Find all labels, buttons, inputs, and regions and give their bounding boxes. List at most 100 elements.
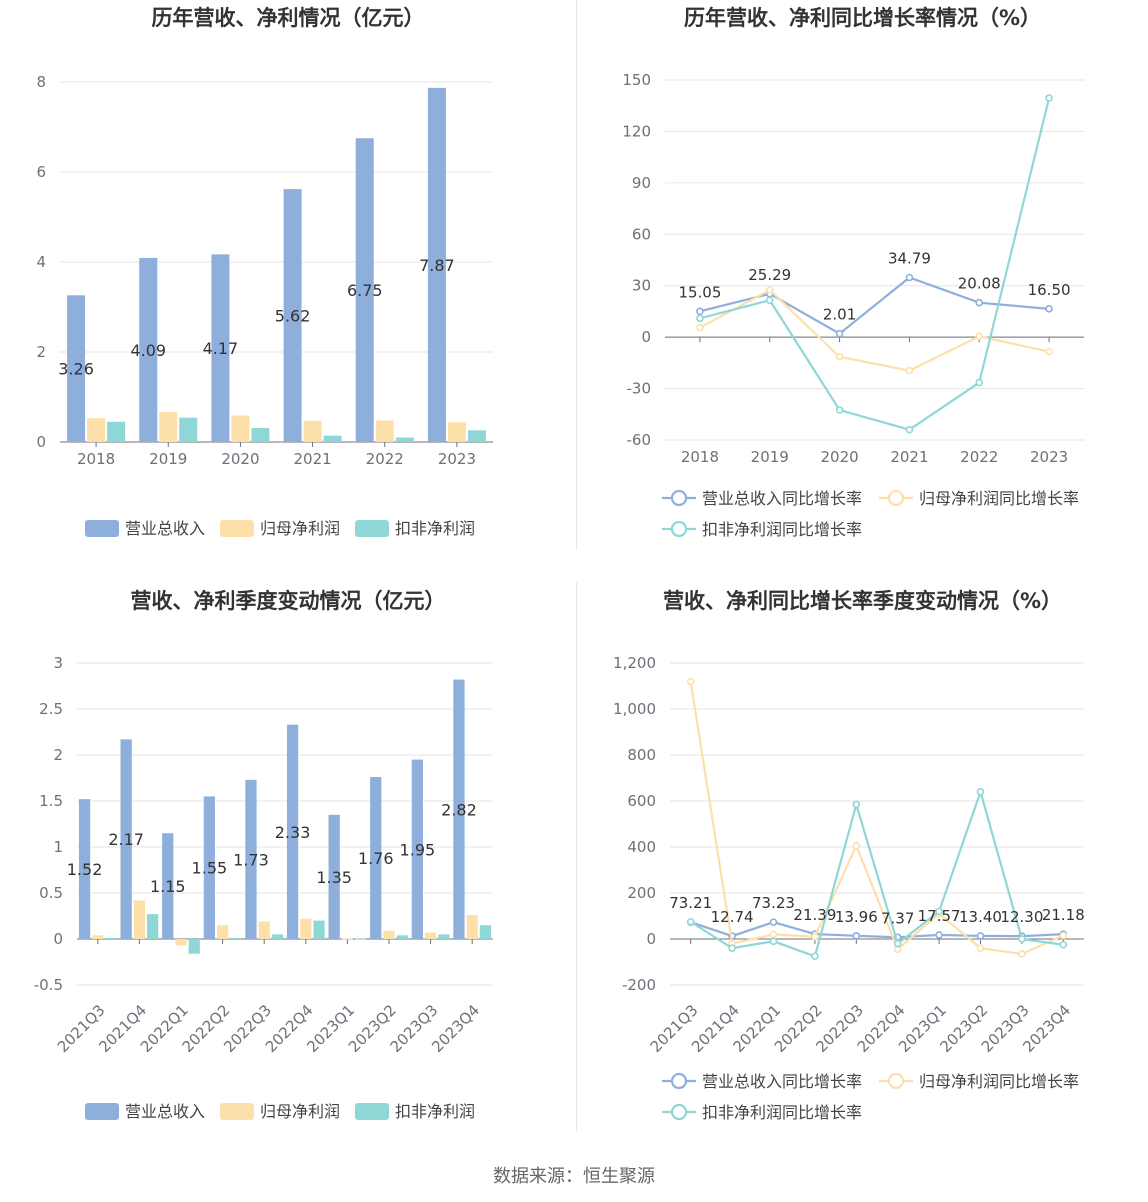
legend-swatch bbox=[220, 520, 254, 537]
x-tick-label: 2019 bbox=[751, 448, 789, 466]
bar-net-profit bbox=[175, 939, 187, 946]
line-point bbox=[975, 332, 984, 341]
bar-net-profit bbox=[258, 921, 270, 939]
line-point bbox=[975, 378, 984, 387]
bar-deducted-profit bbox=[271, 934, 284, 939]
legend-swatch bbox=[355, 1103, 389, 1120]
line-point bbox=[905, 425, 914, 434]
line-point bbox=[935, 907, 943, 916]
line-point bbox=[852, 931, 861, 940]
line-data-label: 17.57 bbox=[918, 907, 961, 925]
line-net-profit-growth bbox=[699, 288, 1050, 372]
bar-data-label: 1.55 bbox=[192, 859, 228, 878]
bar-revenue bbox=[286, 724, 299, 939]
line-point bbox=[835, 329, 844, 338]
line-data-label: 73.21 bbox=[669, 894, 712, 912]
y-tick-label: -60 bbox=[627, 431, 652, 449]
line-point bbox=[769, 930, 778, 939]
line-point bbox=[905, 273, 914, 282]
line-point bbox=[905, 366, 914, 375]
x-tick-label: 2021 bbox=[293, 450, 331, 468]
bar-net-profit bbox=[383, 930, 395, 939]
chart-title: 营收、净利同比增长率季度变动情况（%） bbox=[663, 589, 1062, 613]
bar-net-profit bbox=[375, 420, 394, 442]
line-point bbox=[1059, 940, 1068, 949]
line-data-label: 15.05 bbox=[678, 283, 721, 301]
y-tick-label: 3 bbox=[53, 654, 63, 672]
line-data-label: 21.39 bbox=[793, 906, 836, 924]
y-tick-label: 0 bbox=[53, 930, 63, 948]
source-note: 数据来源：恒生聚源 bbox=[493, 1166, 655, 1187]
bar-data-label: 1.95 bbox=[400, 840, 436, 859]
bar-net-profit bbox=[216, 925, 229, 939]
y-tick-label: 600 bbox=[627, 792, 656, 810]
bar-revenue bbox=[283, 189, 302, 442]
bar-revenue bbox=[427, 87, 446, 442]
x-tick-label: 2020 bbox=[221, 450, 259, 468]
line-point bbox=[1045, 347, 1053, 356]
line-point bbox=[1059, 931, 1068, 940]
y-tick-label: 1.5 bbox=[39, 792, 63, 810]
bar-revenue bbox=[67, 295, 86, 442]
legend-swatch bbox=[220, 1103, 254, 1120]
quarterly-growth-svg: 营收、净利同比增长率季度变动情况（%） -200 0 200 400 600 800 1,00… bbox=[613, 589, 1085, 1122]
legend-label: 归母净利润同比增长率 bbox=[919, 1072, 1079, 1091]
y-tick-label: -200 bbox=[622, 976, 656, 994]
line-point bbox=[1018, 935, 1026, 943]
y-tick-label: 90 bbox=[632, 174, 651, 192]
y-tick-label: 2 bbox=[53, 746, 63, 764]
line-point bbox=[976, 944, 985, 953]
line-deducted-profit-growth bbox=[699, 97, 1051, 431]
line-point bbox=[976, 788, 985, 796]
bar-revenue bbox=[328, 814, 340, 939]
line-data-label: 7.37 bbox=[881, 909, 914, 927]
bar-data-label: 1.15 bbox=[150, 877, 186, 896]
line-data-label: 16.50 bbox=[1028, 281, 1071, 299]
bar-deducted-profit bbox=[395, 437, 414, 442]
bar-deducted-profit bbox=[105, 938, 117, 939]
y-tick-label: 1,000 bbox=[613, 700, 656, 718]
line-data-label: 13.40 bbox=[959, 908, 1002, 926]
bar-revenue bbox=[355, 138, 374, 442]
legend-swatch-marker bbox=[670, 1103, 688, 1121]
annual-values-svg: 历年营收、净利情况（亿元） 0 2 4 6 8 2018 2019 2020 2021 2022 20… bbox=[36, 6, 493, 538]
legend-swatch-marker bbox=[670, 1072, 688, 1090]
line-point bbox=[893, 939, 902, 948]
chart-title: 历年营收、净利同比增长率情况（%） bbox=[684, 6, 1041, 30]
legend-label: 扣非净利润同比增长率 bbox=[702, 1103, 862, 1122]
y-tick-label: 0 bbox=[36, 433, 46, 451]
bar-revenue bbox=[453, 679, 465, 939]
legend-swatch-marker bbox=[887, 489, 905, 507]
annual-values-chart: 历年营收、净利情况（亿元） 0 2 4 6 8 2018 2019 2020 2021 2022 20… bbox=[0, 0, 576, 560]
bar-net-profit bbox=[341, 938, 354, 940]
bar-deducted-profit bbox=[323, 435, 342, 442]
bar-data-label: 1.52 bbox=[67, 860, 103, 879]
x-tick-label: 2018 bbox=[77, 450, 115, 468]
bar-data-label: 3.26 bbox=[58, 360, 94, 379]
y-tick-label: 150 bbox=[622, 71, 651, 89]
bar-deducted-profit bbox=[188, 939, 200, 954]
x-tick-label: 2020 bbox=[820, 448, 858, 466]
bar-data-label: 2.33 bbox=[275, 823, 311, 842]
bar-deducted-profit bbox=[179, 417, 198, 442]
y-tick-label: 8 bbox=[36, 73, 46, 91]
bar-revenue bbox=[245, 779, 257, 939]
x-tick-label: 2022 bbox=[366, 450, 404, 468]
quarterly-values-chart: 营收、净利季度变动情况（亿元） -0.5 0 0.5 1 1.5 2 2.5 3 2021Q3 20… bbox=[0, 580, 576, 1140]
bar-net-profit bbox=[133, 900, 146, 939]
line-data-label: 13.96 bbox=[835, 908, 878, 926]
x-tick-label: 2023 bbox=[1030, 448, 1068, 466]
legend-swatch bbox=[85, 1103, 119, 1120]
line-data-label: 2.01 bbox=[823, 306, 856, 324]
bar-revenue bbox=[203, 796, 215, 939]
legend-swatch bbox=[85, 520, 119, 537]
line-point bbox=[769, 918, 778, 926]
chart-title: 营收、净利季度变动情况（亿元） bbox=[131, 589, 446, 613]
legend-label: 营业总收入 bbox=[125, 1102, 205, 1121]
bar-data-label: 6.75 bbox=[347, 281, 383, 300]
bar-net-profit bbox=[87, 418, 106, 442]
line-point bbox=[835, 353, 844, 361]
line-point bbox=[811, 952, 819, 961]
bar-net-profit bbox=[300, 918, 312, 939]
y-tick-label: 0 bbox=[646, 930, 656, 948]
